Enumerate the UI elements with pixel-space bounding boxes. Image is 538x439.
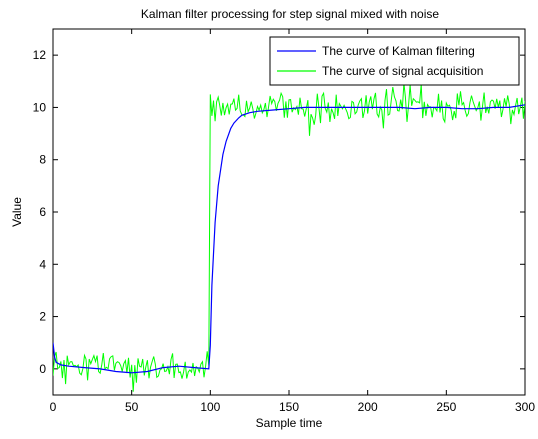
- legend: The curve of Kalman filtering The curve …: [269, 36, 520, 86]
- y-tick-label: 6: [39, 205, 46, 219]
- x-axis: 0 50 100 150 200 250 300: [50, 29, 535, 414]
- plot-area: [52, 28, 526, 396]
- x-tick-label: 50: [125, 400, 139, 414]
- y-tick-label: 4: [39, 257, 46, 271]
- series-layer: [53, 83, 525, 392]
- y-tick-label: 0: [39, 362, 46, 376]
- legend-label-kalman: The curve of Kalman filtering: [322, 44, 475, 58]
- x-tick-label: 300: [515, 400, 535, 414]
- chart-title: Kalman filter processing for step signal…: [141, 7, 439, 21]
- y-tick-label: 2: [39, 310, 46, 324]
- y-tick-label: 10: [33, 100, 47, 114]
- series-line-kalman-filtering: [53, 104, 525, 374]
- x-axis-label: Sample time: [256, 416, 323, 430]
- x-tick-label: 0: [50, 400, 57, 414]
- y-tick-label: 12: [33, 48, 47, 62]
- x-tick-label: 100: [200, 400, 220, 414]
- y-axis-label: Value: [10, 197, 24, 227]
- series-line-signal-acquisition: [53, 83, 525, 392]
- x-tick-label: 200: [358, 400, 378, 414]
- legend-box: [269, 36, 520, 86]
- x-tick-label: 250: [436, 400, 456, 414]
- x-tick-label: 150: [279, 400, 299, 414]
- y-axis: 0 2 4 6 8 10 12: [33, 48, 525, 376]
- legend-label-acquisition: The curve of signal acquisition: [322, 64, 483, 78]
- y-tick-label: 8: [39, 153, 46, 167]
